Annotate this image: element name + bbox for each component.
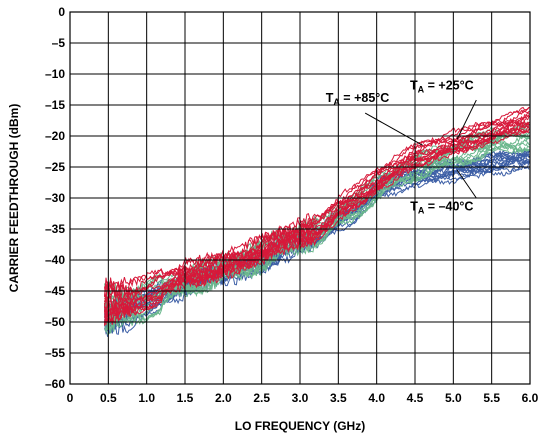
y-tick-label: –60: [45, 377, 65, 391]
x-tick-label: 4.5: [407, 391, 424, 405]
x-tick-label: 3.5: [330, 391, 347, 405]
x-tick-label: 5.5: [483, 391, 500, 405]
x-tick-label: 6.0: [522, 391, 539, 405]
series-annotation: TA = +25°C: [410, 79, 474, 95]
x-tick-label: 0: [67, 391, 74, 405]
x-tick-label: 3.0: [292, 391, 309, 405]
y-tick-label: –50: [45, 315, 65, 329]
x-tick-label: 2.0: [215, 391, 232, 405]
y-axis-title: CARRIER FEEDTHROUGH (dBm): [7, 104, 21, 293]
y-tick-label: –20: [45, 129, 65, 143]
x-axis-title: LO FREQUENCY (GHz): [235, 419, 365, 433]
grid: [70, 12, 530, 384]
y-tick-label: 0: [58, 5, 65, 19]
x-tick-label: 0.5: [100, 391, 117, 405]
x-tick-label: 1.5: [177, 391, 194, 405]
y-tick-label: –45: [45, 284, 65, 298]
x-tick-label: 1.0: [138, 391, 155, 405]
x-tick-labels: 0 0.5 1.0 1.5 2.0 2.5 3.0 3.5 4.0 4.5 5.0 5.5 6.0: [67, 391, 539, 405]
y-tick-labels: 0 –5 –10 –15 –20 –25 –30 –35 –40 –45 –50 –55 –60: [45, 5, 65, 391]
curve-group: [105, 107, 530, 337]
series-trace: [105, 164, 530, 337]
x-tick-label: 5.0: [445, 391, 462, 405]
y-tick-label: –40: [45, 253, 65, 267]
y-tick-label: –30: [45, 191, 65, 205]
y-tick-label: –15: [45, 98, 65, 112]
x-tick-label: 4.0: [368, 391, 385, 405]
y-tick-label: –25: [45, 160, 65, 174]
x-tick-label: 2.5: [253, 391, 270, 405]
annotation-leader: [365, 113, 423, 145]
series-annotation: TA = +85°C: [326, 91, 390, 107]
y-tick-label: –35: [45, 222, 65, 236]
y-tick-label: –10: [45, 67, 65, 81]
y-tick-label: –5: [52, 36, 66, 50]
series-annotation: TA = –40°C: [410, 199, 473, 215]
y-tick-label: –55: [45, 346, 65, 360]
